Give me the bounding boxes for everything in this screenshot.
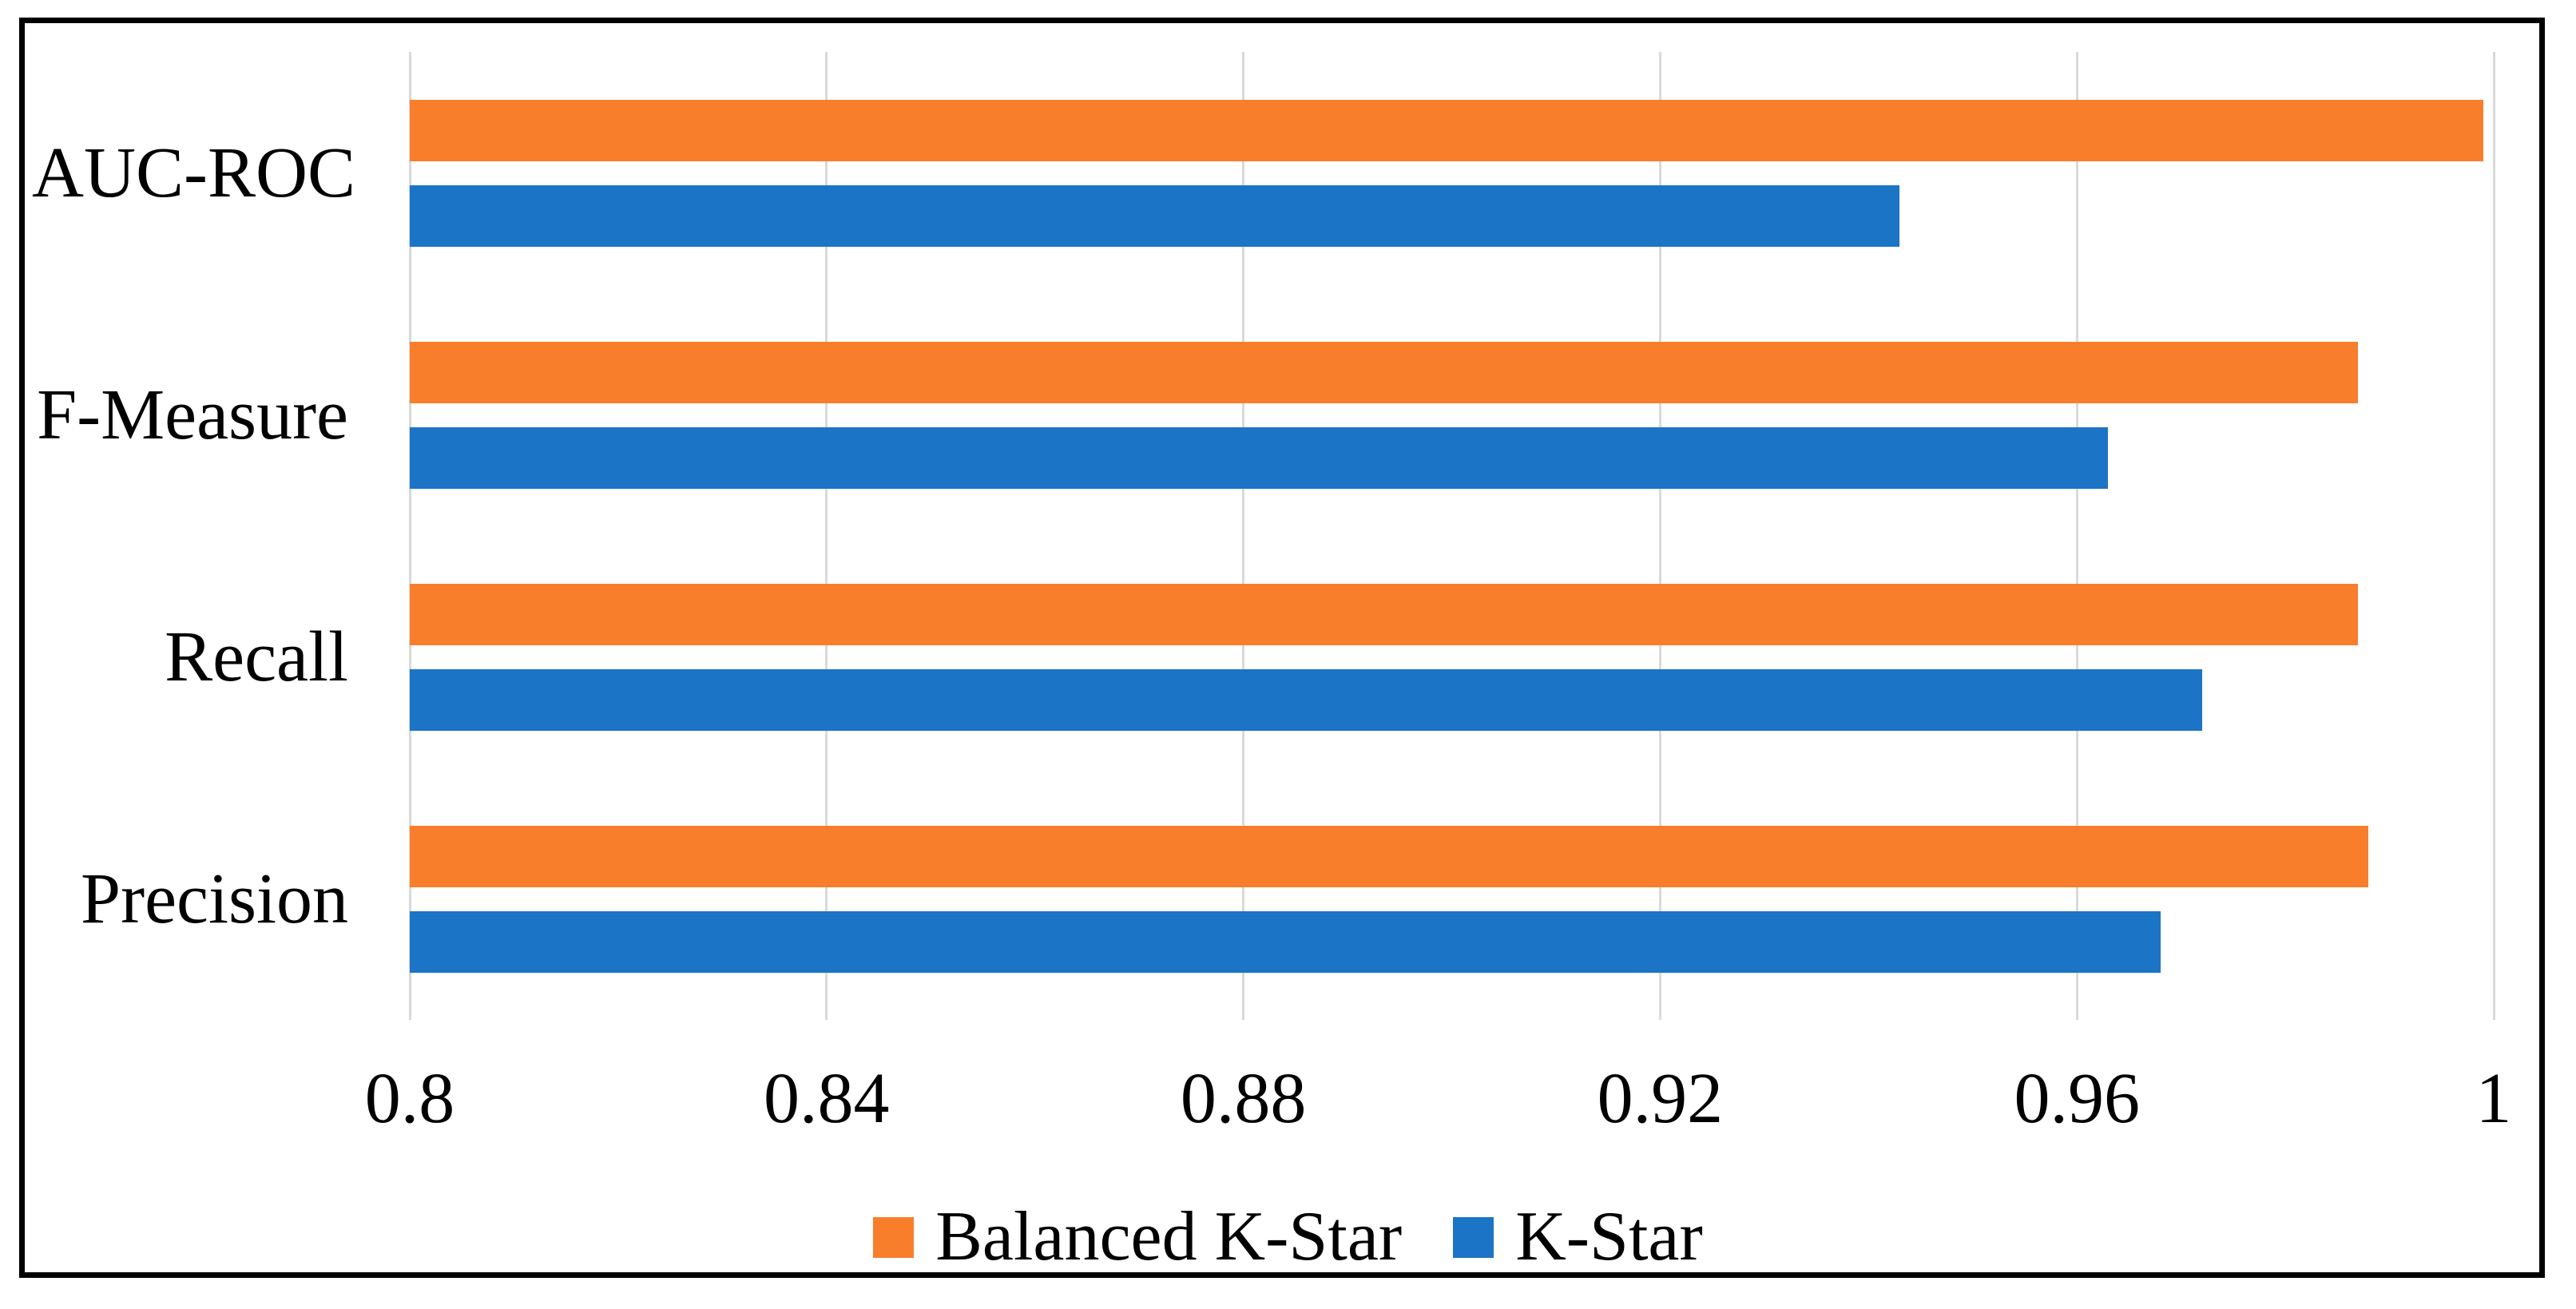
legend-swatch-k-star — [1453, 1216, 1494, 1258]
legend: Balanced K-Star K-Star — [0, 1195, 2576, 1279]
category-label-auc-roc: AUC-ROC — [32, 133, 356, 212]
gridline-0.96 — [2075, 52, 2078, 1020]
bar-balanced-k-star-f-measure — [410, 342, 2359, 403]
gridline-0.88 — [1242, 52, 1245, 1020]
gridline-0.8 — [408, 52, 411, 1020]
category-label-precision: Precision — [81, 859, 348, 938]
legend-item-k-star: K-Star — [1453, 1202, 1703, 1272]
tick-label-0.84: 0.84 — [764, 1059, 890, 1138]
bar-k-star-auc-roc — [410, 185, 1900, 247]
gridline-1 — [2492, 52, 2495, 1020]
gridline-0.92 — [1658, 52, 1661, 1020]
category-label-f-measure: F-Measure — [37, 375, 348, 454]
bar-k-star-recall — [410, 669, 2202, 731]
legend-label-k-star: K-Star — [1515, 1198, 1703, 1275]
gridline-0.84 — [825, 52, 828, 1020]
bar-k-star-precision — [410, 911, 2161, 973]
legend-item-balanced-k-star: Balanced K-Star — [873, 1202, 1402, 1272]
bar-k-star-f-measure — [410, 427, 2109, 489]
bar-balanced-k-star-auc-roc — [410, 100, 2483, 161]
tick-label-0.96: 0.96 — [2014, 1059, 2140, 1138]
legend-label-balanced-k-star: Balanced K-Star — [935, 1198, 1403, 1275]
bar-balanced-k-star-recall — [410, 584, 2359, 645]
plot-area — [408, 52, 2495, 1020]
bar-balanced-k-star-precision — [410, 826, 2369, 887]
tick-label-0.88: 0.88 — [1180, 1059, 1307, 1138]
tick-label-0.8: 0.8 — [364, 1059, 455, 1138]
tick-label-1: 1 — [2475, 1059, 2512, 1138]
legend-swatch-balanced-k-star — [873, 1216, 915, 1258]
category-label-recall: Recall — [165, 617, 348, 696]
tick-label-0.92: 0.92 — [1597, 1059, 1724, 1138]
